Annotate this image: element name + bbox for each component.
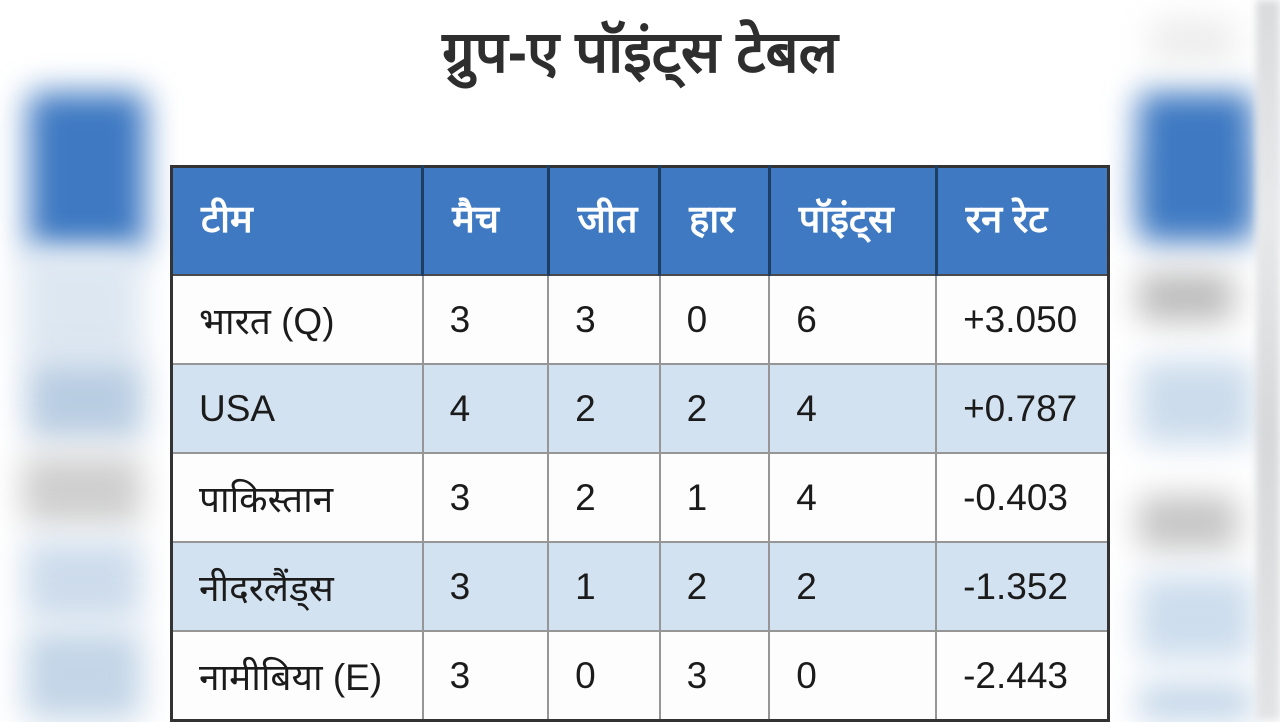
cell-losses: 1 <box>658 452 771 543</box>
cell-team: USA <box>171 363 424 454</box>
cell-wins: 2 <box>547 363 661 454</box>
cell-matches: 3 <box>421 452 550 543</box>
cell-wins: 2 <box>547 452 661 543</box>
cell-run-rate: +3.050 <box>935 274 1109 365</box>
background-blur-blob <box>1150 18 1236 64</box>
background-blur-blob <box>22 455 142 525</box>
cell-run-rate: +0.787 <box>935 363 1109 454</box>
cell-run-rate: -2.443 <box>935 630 1109 721</box>
cell-losses: 2 <box>658 541 771 632</box>
cell-points: 4 <box>768 363 938 454</box>
cell-points: 4 <box>768 452 938 543</box>
table-row-pakistan: पाकिस्तान 3 2 1 4 -0.403 <box>171 452 1109 543</box>
cell-matches: 4 <box>421 363 550 454</box>
cell-points: 0 <box>768 630 938 721</box>
points-table: टीम मैच जीत हार पॉइंट्स रन रेट भारत (Q) … <box>170 165 1110 722</box>
cell-wins: 0 <box>547 630 661 721</box>
col-header-team: टीम <box>171 166 425 276</box>
cell-team: भारत (Q) <box>171 274 424 365</box>
table-row-usa: USA 4 2 2 4 +0.787 <box>171 363 1109 454</box>
page-title: ग्रुप-ए पॉइंट्स टेबल <box>442 20 838 85</box>
cell-matches: 3 <box>421 274 550 365</box>
background-blur-blob <box>1138 685 1254 720</box>
col-header-matches: मैच <box>422 166 550 276</box>
background-blur-blob <box>1138 272 1234 322</box>
background-blur-blob <box>1138 92 1254 242</box>
col-header-wins: जीत <box>548 166 662 276</box>
table-row-india: भारत (Q) 3 3 0 6 +3.050 <box>171 274 1109 365</box>
table-header: टीम मैच जीत हार पॉइंट्स रन रेट <box>171 166 1109 276</box>
background-edge-strip <box>1256 0 1280 720</box>
cell-losses: 2 <box>658 363 771 454</box>
header-row: टीम मैच जीत हार पॉइंट्स रन रेट <box>171 166 1109 276</box>
table-row-namibia: नामीबिया (E) 3 0 3 0 -2.443 <box>171 630 1109 721</box>
background-blur-blob <box>1138 575 1254 660</box>
background-blur-blob <box>26 360 144 440</box>
background-blur-blob <box>1138 360 1254 445</box>
cell-wins: 3 <box>547 274 661 365</box>
background-blur-blob <box>24 630 142 720</box>
cell-losses: 3 <box>658 630 771 721</box>
cell-wins: 1 <box>547 541 661 632</box>
cell-points: 6 <box>768 274 938 365</box>
background-blur-blob <box>20 250 142 360</box>
cell-matches: 3 <box>421 630 550 721</box>
cell-team: नामीबिया (E) <box>171 630 424 721</box>
cell-losses: 0 <box>658 274 771 365</box>
cell-run-rate: -1.352 <box>935 541 1109 632</box>
cell-team: पाकिस्तान <box>171 452 424 543</box>
col-header-run-rate: रन रेट <box>936 166 1109 276</box>
col-header-points: पॉइंट्स <box>769 166 938 276</box>
cell-run-rate: -0.403 <box>935 452 1109 543</box>
background-blur-blob <box>1138 495 1238 550</box>
cell-matches: 3 <box>421 541 550 632</box>
col-header-losses: हार <box>659 166 771 276</box>
background-blur-blob <box>24 540 142 620</box>
cell-points: 2 <box>768 541 938 632</box>
cell-team: नीदरलैंड्स <box>171 541 424 632</box>
table-body: भारत (Q) 3 3 0 6 +3.050 USA 4 2 2 4 +0.7… <box>171 274 1109 721</box>
table-row-netherlands: नीदरलैंड्स 3 1 2 2 -1.352 <box>171 541 1109 632</box>
background-blur-blob <box>28 92 146 252</box>
